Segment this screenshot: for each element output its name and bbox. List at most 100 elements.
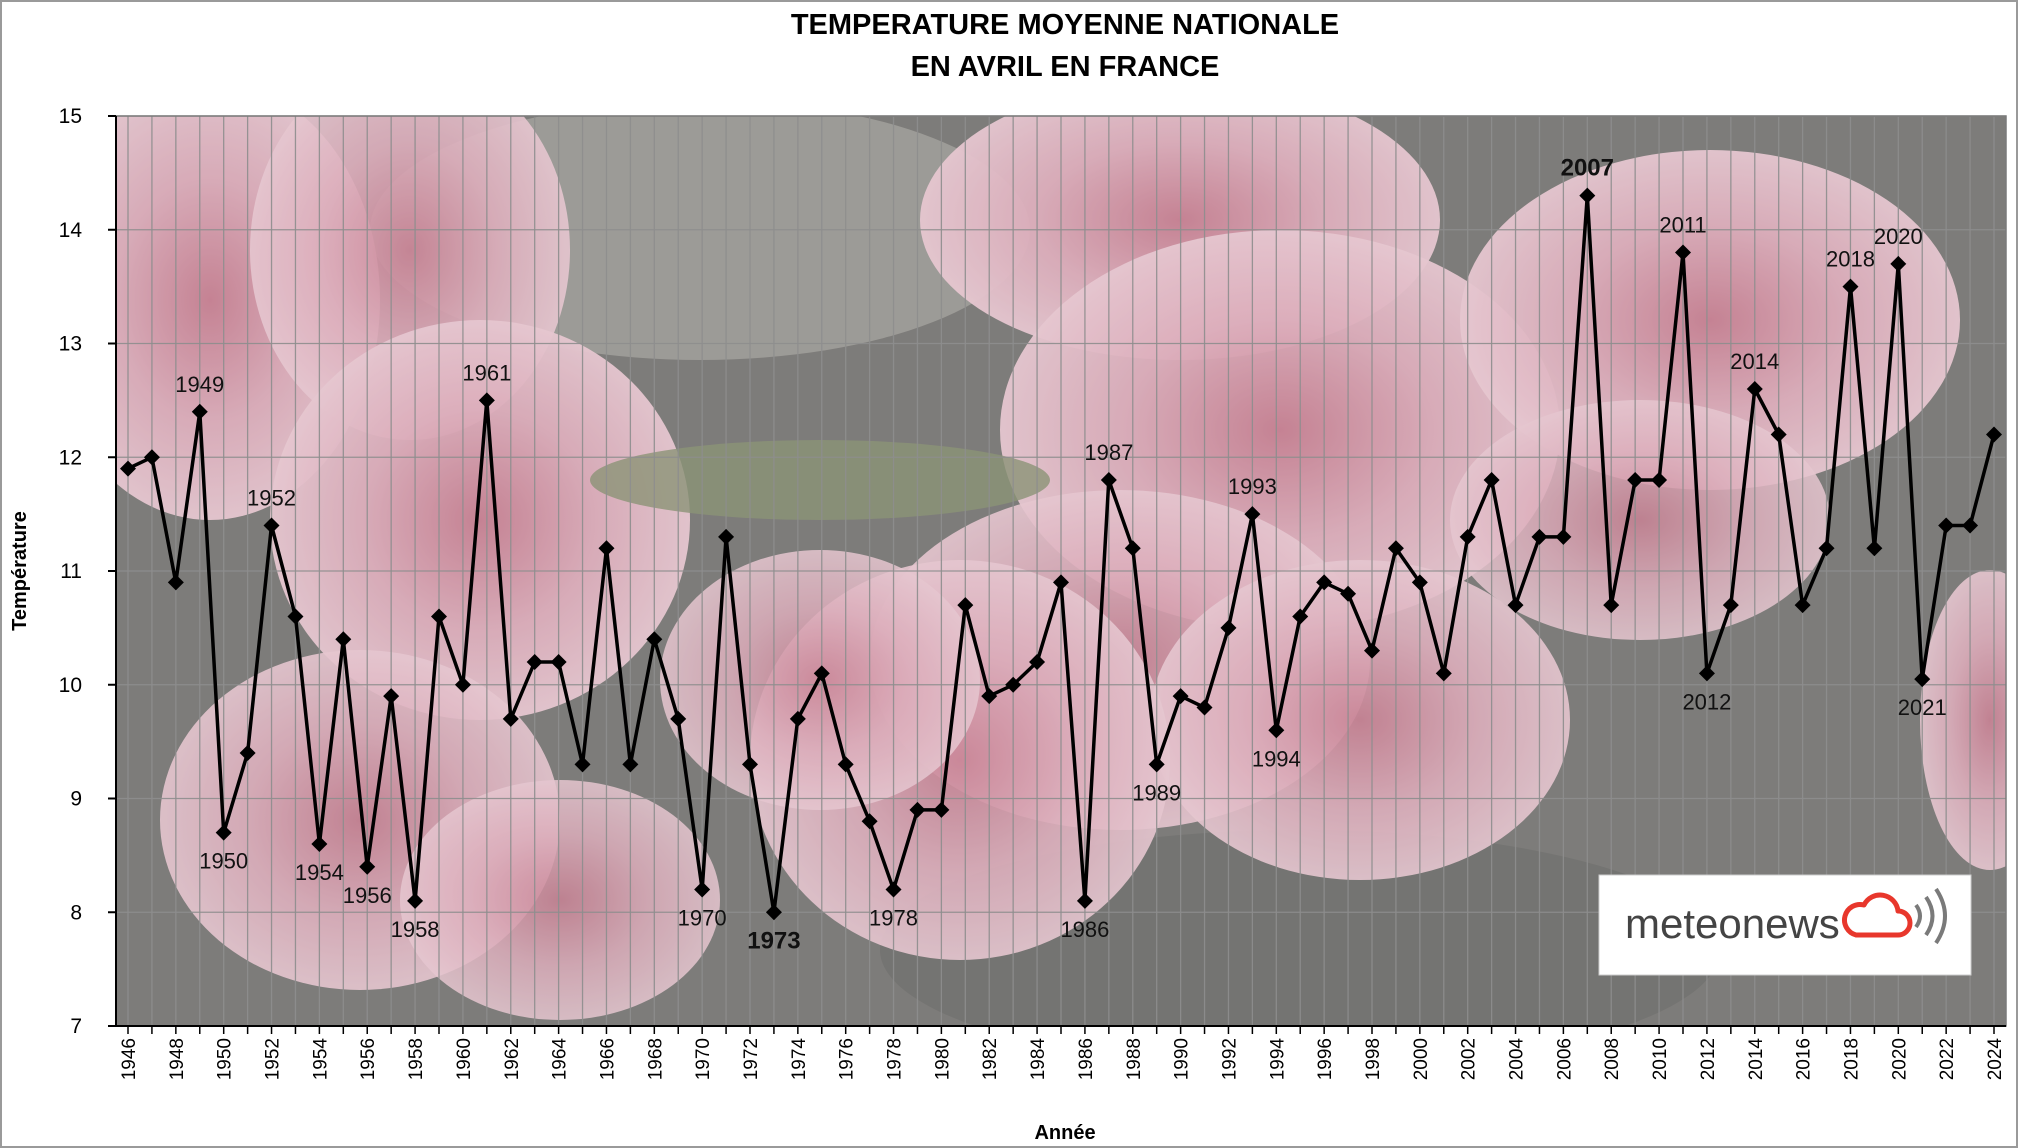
chart-title-line-2: EN AVRIL EN FRANCE xyxy=(911,51,1220,83)
data-label-1973: 1973 xyxy=(747,927,800,954)
series-temperature xyxy=(120,187,2002,921)
data-point-1969 xyxy=(670,710,687,727)
y-tick-label-15: 15 xyxy=(59,105,82,128)
data-point-1986 xyxy=(1076,892,1093,909)
x-tick-label-1958: 1958 xyxy=(406,1038,427,1080)
data-point-1979 xyxy=(909,801,926,818)
x-tick-label-2022: 2022 xyxy=(1937,1038,1958,1080)
data-label-1958: 1958 xyxy=(391,917,440,942)
data-point-1984 xyxy=(1029,654,1046,670)
data-point-2000 xyxy=(1411,574,1428,591)
data-point-1946 xyxy=(120,460,136,477)
data-point-1967 xyxy=(622,756,639,773)
data-point-2009 xyxy=(1627,472,1644,488)
x-tick-label-1952: 1952 xyxy=(263,1038,284,1080)
data-point-1971 xyxy=(718,528,735,545)
data-label-1989: 1989 xyxy=(1132,780,1181,805)
y-tick-label-9: 9 xyxy=(70,788,82,811)
data-label-2012: 2012 xyxy=(1682,689,1731,714)
data-point-2005 xyxy=(1531,528,1548,545)
x-tick-label-1984: 1984 xyxy=(1028,1038,1049,1081)
data-point-1982 xyxy=(981,688,998,705)
data-point-2017 xyxy=(1818,540,1835,557)
data-point-1989 xyxy=(1148,756,1165,773)
x-tick-label-1998: 1998 xyxy=(1363,1038,1384,1080)
data-point-1981 xyxy=(957,597,974,614)
data-point-2019 xyxy=(1866,540,1883,557)
x-tick-label-1978: 1978 xyxy=(885,1038,906,1080)
data-point-2020 xyxy=(1890,255,1907,272)
data-label-1952: 1952 xyxy=(247,486,296,511)
data-point-2001 xyxy=(1435,665,1452,682)
data-point-1961 xyxy=(478,392,495,409)
x-tick-label-1962: 1962 xyxy=(502,1038,523,1080)
data-point-1949 xyxy=(191,403,208,420)
data-point-1960 xyxy=(454,676,471,693)
x-tick-label-1982: 1982 xyxy=(980,1038,1001,1080)
data-label-2018: 2018 xyxy=(1826,247,1875,272)
data-point-1970 xyxy=(694,881,711,898)
data-label-2014: 2014 xyxy=(1730,349,1779,374)
data-point-1955 xyxy=(335,631,352,648)
data-point-1953 xyxy=(287,608,304,625)
x-tick-label-1974: 1974 xyxy=(789,1038,810,1081)
data-point-2022 xyxy=(1938,517,1955,534)
data-point-1957 xyxy=(383,688,400,705)
data-point-1996 xyxy=(1316,574,1333,591)
x-tick-label-1948: 1948 xyxy=(167,1038,188,1080)
x-tick-label-2008: 2008 xyxy=(1602,1038,1623,1080)
data-label-1978: 1978 xyxy=(869,906,918,931)
data-point-2021 xyxy=(1914,671,1931,688)
data-point-2004 xyxy=(1507,597,1524,614)
x-tick-label-1972: 1972 xyxy=(741,1038,762,1080)
x-tick-label-1994: 1994 xyxy=(1267,1038,1288,1081)
data-point-1987 xyxy=(1100,472,1117,488)
data-point-1963 xyxy=(526,654,543,670)
data-point-1990 xyxy=(1172,688,1189,705)
x-tick-label-2000: 2000 xyxy=(1411,1038,1432,1080)
data-point-1974 xyxy=(789,710,806,727)
data-point-1952 xyxy=(263,517,280,534)
data-point-1991 xyxy=(1196,699,1213,716)
data-point-1966 xyxy=(598,540,615,557)
y-tick-label-13: 13 xyxy=(59,333,82,356)
x-tick-label-2004: 2004 xyxy=(1507,1038,1528,1081)
data-label-1986: 1986 xyxy=(1060,917,1109,942)
x-tick-label-1988: 1988 xyxy=(1124,1038,1145,1080)
data-point-1976 xyxy=(837,756,854,773)
x-tick-label-2010: 2010 xyxy=(1650,1038,1671,1080)
data-point-1993 xyxy=(1244,506,1261,523)
x-tick-label-1990: 1990 xyxy=(1172,1038,1193,1080)
x-tick-label-1956: 1956 xyxy=(358,1038,379,1080)
data-label-1956: 1956 xyxy=(343,883,392,908)
data-label-1987: 1987 xyxy=(1084,440,1133,465)
x-tick-label-1986: 1986 xyxy=(1076,1038,1097,1080)
data-point-2014 xyxy=(1746,381,1763,397)
data-point-1988 xyxy=(1124,540,1141,557)
data-point-1968 xyxy=(646,631,663,648)
x-tick-label-2014: 2014 xyxy=(1746,1038,1767,1081)
cloud-shape xyxy=(1842,892,1913,938)
y-tick-label-14: 14 xyxy=(59,219,83,242)
logo-text: meteonews xyxy=(1625,900,1840,947)
data-label-2020: 2020 xyxy=(1874,224,1923,249)
blossom-shapes xyxy=(116,116,2006,1020)
data-point-1959 xyxy=(431,608,447,625)
data-point-2023 xyxy=(1962,517,1979,534)
x-tick-label-1950: 1950 xyxy=(215,1038,236,1080)
data-point-1999 xyxy=(1387,540,1404,557)
x-tick-label-2016: 2016 xyxy=(1794,1038,1815,1080)
data-point-2012 xyxy=(1698,665,1715,682)
x-tick-label-1968: 1968 xyxy=(645,1038,666,1080)
data-point-2015 xyxy=(1770,426,1787,443)
y-tick-label-7: 7 xyxy=(70,1015,82,1038)
y-tick-label-10: 10 xyxy=(59,674,82,697)
data-point-1983 xyxy=(1005,676,1022,693)
data-point-1951 xyxy=(239,745,256,761)
data-point-2006 xyxy=(1555,528,1572,545)
data-point-2016 xyxy=(1794,597,1811,614)
data-label-1961: 1961 xyxy=(462,360,511,385)
x-tick-label-1960: 1960 xyxy=(454,1038,475,1080)
data-point-2007 xyxy=(1579,187,1596,204)
y-tick-label-12: 12 xyxy=(59,446,82,469)
